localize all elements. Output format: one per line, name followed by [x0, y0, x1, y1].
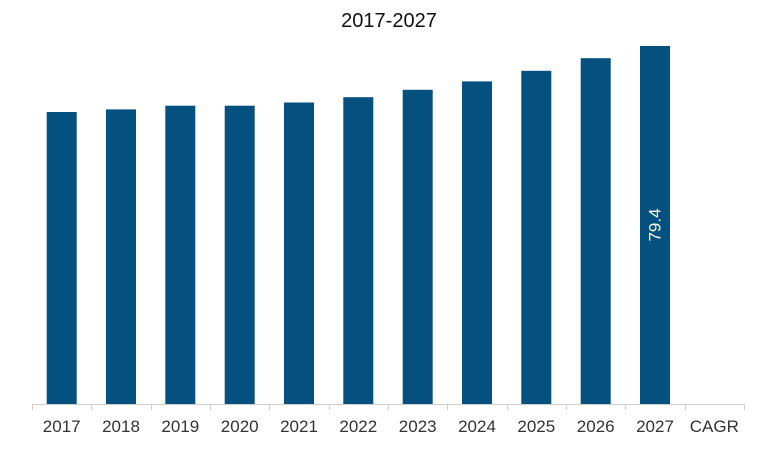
x-tick-label-2024: 2024 [458, 417, 496, 436]
chart-title: 2017-2027 [341, 10, 437, 32]
bar-2020 [224, 105, 255, 404]
x-tick-label-2018: 2018 [102, 417, 140, 436]
x-tick-label-2027: 2027 [636, 417, 674, 436]
x-tick-group [32, 404, 745, 410]
bar-2023 [402, 89, 433, 405]
x-tick-label-2021: 2021 [280, 417, 318, 436]
bar-group [46, 46, 670, 405]
x-tick-label-2022: 2022 [339, 417, 377, 436]
x-tick-label-2023: 2023 [399, 417, 437, 436]
x-tick-label-group: 2017 2018 2019 2020 2021 2022 2023 2024 2025 2026… [43, 417, 739, 436]
x-tick-label-2020: 2020 [221, 417, 259, 436]
bar-2017 [46, 112, 77, 404]
data-label-2027: 79.4 [646, 208, 665, 241]
bar-2022 [343, 97, 374, 404]
x-tick-label-2026: 2026 [577, 417, 615, 436]
x-tick-label-2019: 2019 [161, 417, 199, 436]
x-tick-label-CAGR: CAGR [690, 417, 739, 436]
data-label-group: 79.4 [646, 208, 665, 241]
x-tick-label-2017: 2017 [43, 417, 81, 436]
bar-2021 [284, 102, 314, 404]
bar-2024 [462, 81, 492, 405]
bar-2025 [521, 70, 552, 405]
bar-2018 [106, 109, 136, 405]
bar-2019 [165, 105, 196, 404]
bar-2027 [640, 46, 670, 404]
x-tick-label-2025: 2025 [517, 417, 555, 436]
bar-2026 [580, 58, 611, 404]
